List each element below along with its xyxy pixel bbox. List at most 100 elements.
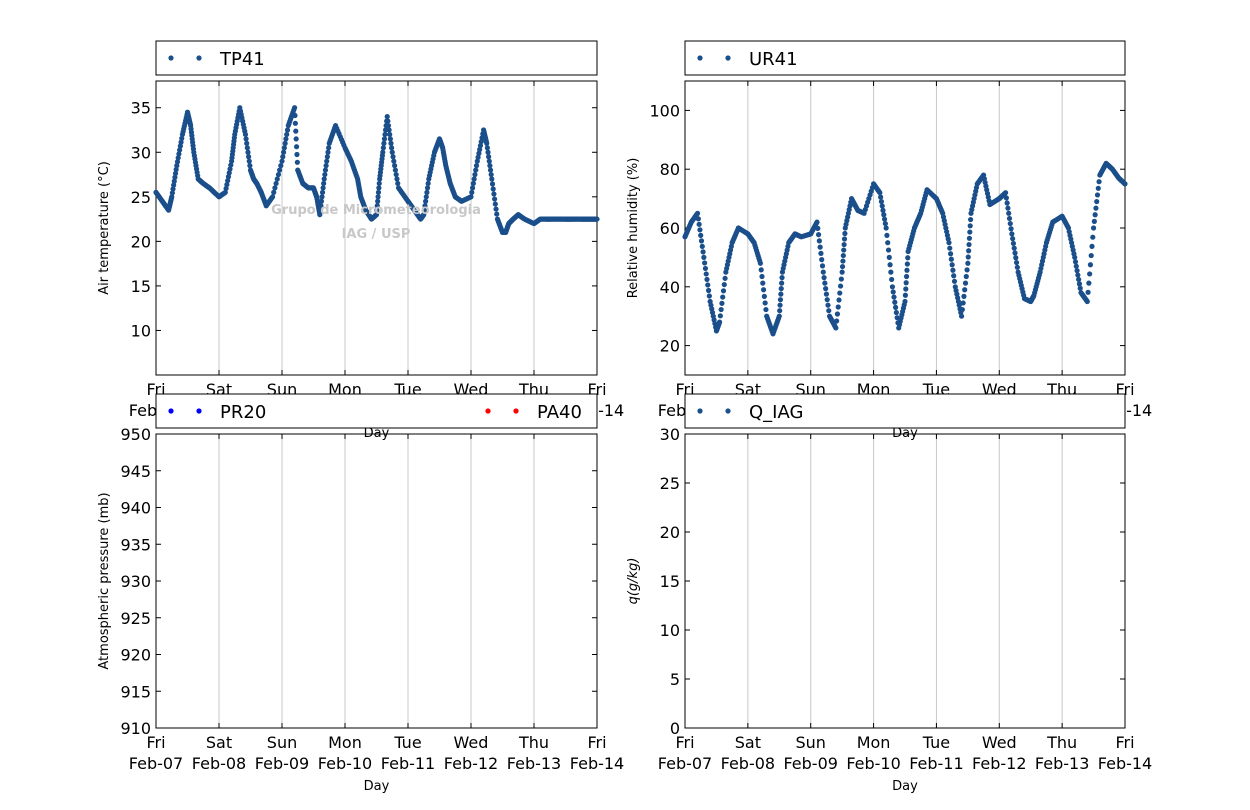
data-point bbox=[963, 273, 969, 280]
data-point bbox=[893, 309, 899, 316]
data-point bbox=[903, 273, 910, 280]
data-point bbox=[825, 302, 831, 308]
data-point bbox=[1096, 179, 1102, 185]
data-point bbox=[394, 176, 400, 182]
data-point bbox=[281, 145, 287, 151]
data-point bbox=[280, 149, 287, 155]
data-point bbox=[779, 280, 785, 286]
x-tick-label-day: Sat bbox=[206, 733, 232, 752]
y-tick-label: 5 bbox=[670, 670, 680, 689]
data-point bbox=[374, 207, 380, 213]
data-point bbox=[695, 216, 701, 222]
data-point bbox=[891, 294, 897, 300]
y-tick-label: 0 bbox=[670, 719, 680, 738]
x-tick-label-date: Feb-11 bbox=[381, 754, 435, 773]
data-point bbox=[878, 194, 884, 200]
data-point bbox=[889, 284, 896, 290]
data-point bbox=[173, 166, 179, 173]
data-point bbox=[492, 201, 498, 207]
x-axis-label: Day bbox=[364, 779, 390, 794]
data-point bbox=[386, 127, 392, 133]
data-point bbox=[476, 150, 482, 156]
data-point bbox=[475, 154, 481, 160]
data-point bbox=[840, 252, 846, 259]
data-point bbox=[489, 176, 495, 182]
data-point bbox=[317, 212, 323, 218]
x-tick-label-date: Feb-10 bbox=[846, 754, 900, 773]
data-point bbox=[815, 232, 822, 238]
y-tick-label: 10 bbox=[660, 621, 680, 640]
y-tick-label: 925 bbox=[120, 609, 151, 628]
x-tick-label-day: Thu bbox=[518, 733, 549, 752]
x-tick-label-date: Feb-09 bbox=[783, 754, 837, 773]
legend-label: PA40 bbox=[537, 402, 582, 423]
x-tick-label-day: Tue bbox=[393, 733, 421, 752]
data-point bbox=[292, 105, 298, 111]
data-point bbox=[1090, 225, 1097, 231]
data-point bbox=[322, 167, 329, 173]
data-point bbox=[393, 171, 399, 178]
data-point bbox=[701, 254, 707, 260]
data-point bbox=[318, 198, 325, 204]
data-point bbox=[325, 149, 331, 155]
data-point bbox=[275, 171, 282, 178]
data-point bbox=[391, 158, 397, 164]
x-tick-label-date: Feb-12 bbox=[972, 754, 1026, 773]
legend-marker bbox=[697, 55, 703, 61]
x-tick-label-day: Tue bbox=[922, 733, 950, 752]
data-point bbox=[951, 278, 958, 284]
data-point bbox=[960, 300, 966, 306]
data-point bbox=[392, 167, 398, 173]
data-point bbox=[951, 273, 957, 279]
data-point bbox=[473, 167, 479, 173]
data-point bbox=[320, 185, 326, 191]
data-point bbox=[293, 128, 299, 134]
data-point bbox=[697, 227, 703, 233]
legend-label: TP41 bbox=[219, 49, 265, 70]
data-point bbox=[705, 287, 712, 294]
x-tick-label-day: Fri bbox=[146, 733, 165, 752]
data-point bbox=[375, 198, 381, 204]
legend-marker bbox=[485, 408, 491, 414]
data-point bbox=[169, 194, 175, 200]
plot-frame bbox=[684, 433, 1126, 729]
data-point bbox=[777, 297, 784, 303]
data-point bbox=[381, 136, 388, 142]
data-point bbox=[293, 136, 299, 142]
x-tick-label-date: Feb-07 bbox=[658, 754, 712, 773]
data-point bbox=[468, 194, 474, 200]
data-point bbox=[278, 163, 284, 169]
data-point bbox=[422, 203, 428, 209]
data-point bbox=[817, 244, 823, 250]
data-point bbox=[880, 207, 886, 213]
data-point bbox=[469, 185, 476, 191]
data-point bbox=[716, 319, 723, 325]
data-point bbox=[244, 145, 250, 151]
data-point bbox=[375, 189, 382, 195]
legend-marker bbox=[513, 408, 519, 414]
data-point bbox=[840, 258, 846, 264]
y-tick-label: 25 bbox=[660, 474, 680, 493]
data-point bbox=[469, 189, 475, 195]
data-point bbox=[777, 308, 783, 314]
y-tick-label: 15 bbox=[660, 572, 680, 591]
data-point bbox=[705, 282, 711, 288]
y-tick-label: 945 bbox=[120, 462, 151, 481]
data-point bbox=[1008, 226, 1014, 232]
data-point bbox=[948, 256, 954, 262]
data-point bbox=[878, 198, 885, 205]
data-point bbox=[717, 313, 723, 319]
data-point bbox=[374, 203, 380, 209]
x-axis-label: Day bbox=[892, 779, 918, 794]
data-point bbox=[1090, 234, 1096, 240]
data-point bbox=[947, 251, 954, 257]
x-tick-label-day: Thu bbox=[1046, 733, 1077, 752]
legend-label: Q_IAG bbox=[749, 402, 803, 423]
y-tick-label: 10 bbox=[131, 321, 151, 340]
data-point bbox=[841, 247, 847, 253]
data-point bbox=[424, 189, 430, 195]
data-point bbox=[171, 182, 177, 188]
data-point bbox=[778, 286, 784, 292]
data-point bbox=[965, 254, 971, 260]
data-point bbox=[902, 292, 908, 298]
